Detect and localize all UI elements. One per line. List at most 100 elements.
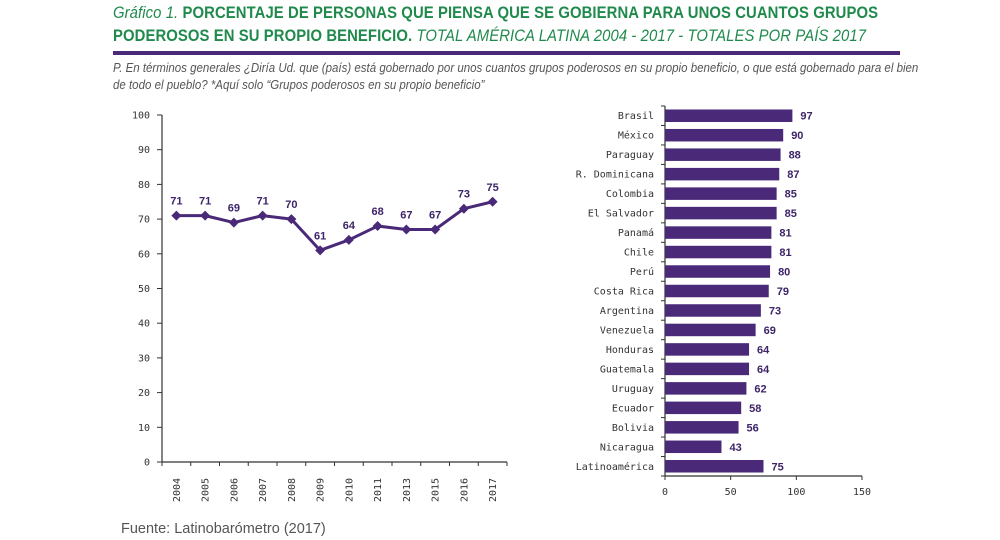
- bar: [665, 265, 771, 278]
- category-label: Colombia: [606, 189, 654, 200]
- y-tick-label: 20: [138, 388, 150, 399]
- x-tick-label: 2017: [488, 478, 499, 502]
- title-main-line1: PORCENTAJE DE PERSONAS QUE PIENSA QUE SE…: [182, 4, 879, 22]
- category-label: Paraguay: [606, 150, 654, 161]
- data-point: [372, 221, 383, 232]
- bar: [665, 401, 742, 415]
- y-tick-label: 30: [138, 353, 150, 364]
- x-tick-label: 2011: [373, 478, 384, 502]
- data-point: [228, 217, 239, 228]
- data-point: [171, 210, 182, 221]
- y-tick-label: 60: [138, 249, 150, 260]
- bar-value-label: 97: [800, 111, 812, 123]
- category-label: Honduras: [606, 345, 654, 356]
- line-chart: 0 10 20 30 40 50 60 70 80 90 100 2004 2005 2006 2007 20…: [132, 111, 508, 502]
- category-label: El Salvador: [588, 209, 654, 220]
- bar-chart: 0 50 100 150 Brasil 97 México 90 Paraguay 88 R. Do…: [576, 105, 871, 498]
- category-label: Perú: [630, 266, 654, 278]
- bar: [665, 284, 769, 298]
- source-note: Fuente: Latinobarómetro (2017): [121, 521, 326, 537]
- bar-value-label: 85: [785, 208, 797, 220]
- title-divider: [113, 51, 900, 55]
- category-label: Ecuador: [612, 403, 654, 414]
- series-line: [176, 200, 493, 252]
- bar-value-label: 43: [729, 442, 741, 454]
- bar: [665, 148, 781, 161]
- bar-value-label: 69: [764, 325, 776, 337]
- x-tick-label: 2010: [344, 478, 355, 502]
- x-tick-label: 2009: [316, 478, 327, 502]
- data-point: [286, 214, 297, 225]
- category-label: Bolivia: [612, 423, 654, 434]
- bar: [665, 440, 722, 454]
- category-label: R. Dominicana: [576, 170, 654, 181]
- bar: [665, 421, 739, 434]
- category-label: Uruguay: [612, 384, 654, 395]
- bar-value-label: 75: [772, 461, 784, 473]
- bar: [665, 206, 777, 220]
- data-point: [257, 210, 268, 221]
- data-label: 61: [314, 230, 326, 242]
- category-label: Latinoamérica: [576, 461, 654, 473]
- bar-value-label: 81: [779, 247, 791, 259]
- bar: [665, 167, 780, 181]
- bar-value-label: 87: [787, 169, 799, 181]
- bar: [665, 304, 761, 317]
- category-label: Panamá: [618, 227, 654, 239]
- bar-value-label: 88: [789, 150, 801, 162]
- y-tick-label: 40: [138, 319, 150, 330]
- data-label: 64: [343, 220, 356, 232]
- value-tick-label: 100: [787, 487, 805, 498]
- value-tick-label: 0: [662, 487, 668, 498]
- bar-value-label: 64: [757, 364, 770, 376]
- bar-value-label: 85: [785, 189, 797, 201]
- y-tick-label: 90: [138, 145, 150, 156]
- bar-value-label: 64: [757, 344, 770, 356]
- bar-value-label: 56: [747, 422, 759, 434]
- x-tick-label: 2005: [201, 478, 212, 502]
- bar-value-label: 80: [778, 267, 790, 279]
- category-label: Brasil: [618, 111, 654, 122]
- data-point: [315, 245, 326, 256]
- y-tick-label: 50: [138, 284, 150, 295]
- figure-number: Gráfico 1.: [113, 4, 179, 22]
- bar: [665, 362, 750, 376]
- bar: [665, 226, 772, 239]
- data-label: 68: [372, 206, 384, 218]
- bar-value-label: 73: [769, 305, 781, 317]
- data-point: [401, 224, 412, 235]
- bar: [665, 187, 777, 200]
- y-tick-label: 0: [144, 458, 150, 469]
- value-tick-label: 50: [725, 487, 737, 498]
- bar: [665, 109, 793, 122]
- data-point: [458, 203, 469, 214]
- data-label: 71: [199, 196, 211, 208]
- chart-title: Gráfico 1. PORCENTAJE DE PERSONAS QUE PI…: [113, 2, 878, 48]
- data-point: [200, 210, 211, 221]
- data-label: 71: [170, 196, 182, 208]
- data-label: 75: [487, 182, 499, 194]
- data-label: 67: [400, 210, 412, 222]
- x-tick-label: 2013: [402, 478, 413, 502]
- bar: [665, 245, 772, 259]
- category-label: Chile: [624, 248, 654, 259]
- x-tick-label: 2006: [229, 478, 240, 502]
- title-subtitle: TOTAL AMÉRICA LATINA 2004 - 2017 - TOTAL…: [416, 27, 867, 45]
- data-label: 69: [228, 203, 240, 215]
- x-tick-label: 2007: [258, 478, 269, 502]
- bar: [665, 343, 750, 356]
- bar-value-label: 62: [754, 383, 766, 395]
- bar-value-label: 81: [779, 228, 791, 240]
- bar-value-label: 79: [777, 286, 789, 298]
- y-tick-label: 10: [138, 423, 150, 434]
- data-label: 73: [458, 189, 470, 201]
- x-tick-label: 2015: [431, 478, 442, 502]
- data-point: [430, 224, 441, 235]
- title-main-line2: PODEROSOS EN SU PROPIO BENEFICIO.: [113, 27, 413, 45]
- x-tick-label: 2008: [287, 478, 298, 502]
- data-point: [487, 196, 498, 207]
- y-tick-label: 80: [138, 180, 150, 191]
- value-tick-label: 150: [853, 487, 871, 498]
- category-label: Costa Rica: [594, 287, 654, 298]
- bar-value-label: 58: [749, 403, 761, 415]
